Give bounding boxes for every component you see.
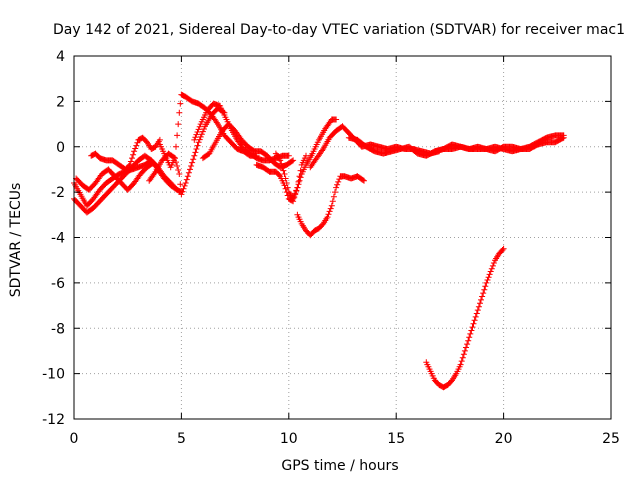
point-markers	[307, 123, 443, 171]
point-markers	[73, 159, 157, 193]
series-arc-11	[294, 173, 367, 239]
x-tick-label: 5	[177, 431, 186, 447]
x-tick-label: 25	[602, 431, 620, 447]
point-markers	[199, 121, 297, 171]
x-tick-label: 0	[70, 431, 79, 447]
chart-title: Day 142 of 2021, Sidereal Day-to-day VTE…	[53, 22, 625, 38]
point-markers	[156, 91, 260, 171]
y-tick-label: 2	[56, 94, 65, 110]
y-tick-label: -4	[51, 231, 65, 247]
y-tick-label: -8	[51, 321, 65, 337]
x-tick-label: 20	[495, 431, 513, 447]
axis-ticks: 0 5 10 15 20 25 -12 -10 -8 -6 -4 -2 0 2 4	[42, 49, 620, 447]
y-tick-label: -10	[42, 367, 65, 383]
point-markers	[272, 116, 340, 202]
x-tick-label: 15	[387, 431, 405, 447]
y-tick-label: -12	[42, 412, 65, 428]
x-tick-label: 10	[280, 431, 298, 447]
grid-lines	[74, 56, 611, 419]
series-arc-14	[431, 132, 567, 155]
data-points	[71, 91, 567, 391]
y-tick-label: -2	[51, 185, 65, 201]
y-tick-label: 4	[56, 49, 65, 65]
x-axis-label: GPS time / hours	[281, 458, 398, 474]
point-markers	[88, 134, 163, 173]
y-tick-label: -6	[51, 276, 65, 292]
series-arc-8	[199, 121, 297, 171]
y-tick-label: 0	[56, 140, 65, 156]
series-arc-3	[73, 159, 157, 193]
series-arc-12	[307, 123, 443, 171]
series-arc-6	[156, 91, 260, 171]
series-arc-4	[88, 134, 163, 173]
series-arc-15	[423, 245, 507, 391]
point-markers	[294, 173, 367, 239]
point-markers	[431, 132, 567, 155]
series-arc-10	[272, 116, 340, 202]
point-markers	[423, 245, 507, 391]
y-axis-label: SDTVAR / TECUs	[8, 183, 24, 298]
